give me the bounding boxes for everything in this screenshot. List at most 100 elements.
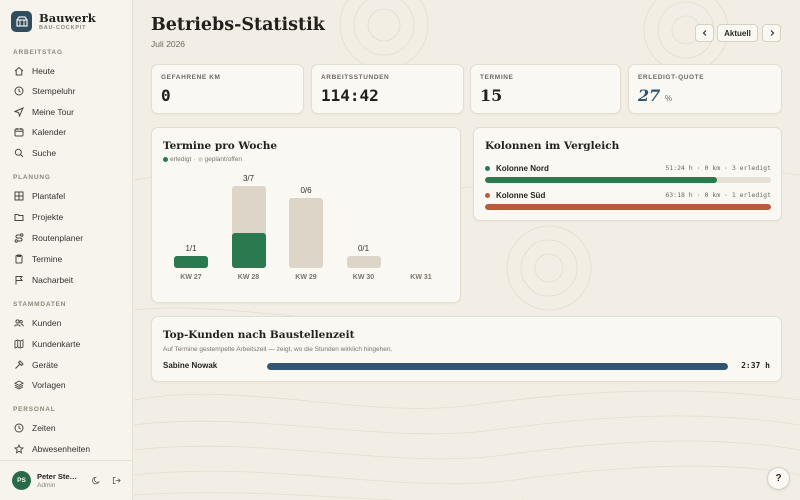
kolonne-name: Kolonne Süd — [496, 190, 546, 200]
sidebar-item-termine[interactable]: Termine — [8, 249, 126, 268]
sidebar-item-zeiten[interactable]: Zeiten — [8, 418, 126, 437]
bar-category-label: KW 28 — [237, 274, 260, 281]
sidebar-item-label: Vorlagen — [32, 379, 66, 390]
kunde-value: 2:37 h — [741, 361, 770, 370]
sidebar-item-vorlagen[interactable]: Vorlagen — [8, 375, 126, 394]
kpi-label: ERLEDIGT-QUOTE — [638, 74, 705, 81]
sidebar-item-heute[interactable]: Heute — [8, 61, 126, 80]
bar-done — [231, 232, 266, 268]
sidebar-item-label: Plantafel — [32, 190, 66, 201]
kpi-card-km: GEFAHRENE KM 0 — [151, 64, 304, 114]
user-panel: PS Peter Ste… Admin — [0, 460, 133, 500]
kpi-value: 0 — [161, 86, 171, 105]
clock-icon — [14, 86, 24, 95]
kolonnen-card: Kolonnen im Vergleich Kolonne Nord 51:24… — [473, 127, 782, 221]
search-icon — [14, 148, 24, 157]
help-button[interactable]: ? — [767, 467, 790, 490]
section-label-stammdaten: STAMMDATEN — [13, 301, 67, 308]
termine-chart-card: Termine pro Woche erledigt · geplant/off… — [151, 127, 461, 303]
bar-done — [174, 256, 208, 268]
sidebar-item-label: Kunden — [32, 317, 62, 328]
legend-label-done: erledigt — [170, 156, 192, 163]
sidebar-item-kundenkarte[interactable]: Kundenkarte — [8, 334, 126, 353]
current-month-button[interactable]: Aktuell — [717, 24, 758, 42]
kunde-progress-fill — [267, 363, 728, 370]
flag-icon — [15, 275, 23, 284]
chart-title: Termine pro Woche — [163, 140, 278, 152]
clock-icon — [14, 423, 24, 432]
logout-button[interactable] — [109, 474, 123, 488]
kolonne-progress-fill — [485, 177, 717, 183]
bar-category-label: KW 29 — [295, 274, 317, 281]
sidebar-item-suche[interactable]: Suche — [8, 143, 126, 162]
kolonnen-title: Kolonnen im Vergleich — [485, 140, 620, 152]
page-subtitle: Juli 2026 — [151, 39, 186, 49]
sidebar-item-label: Kundenkarte — [32, 338, 81, 349]
bar-category-label: KW 31 — [410, 274, 432, 281]
kolonne-progress-track — [485, 204, 771, 210]
theme-toggle-button[interactable] — [89, 474, 103, 488]
kpi-unit: % — [665, 94, 673, 103]
sidebar-item-abwesenheiten[interactable]: Abwesenheiten — [8, 439, 126, 458]
bar-value-label: 0/6 — [300, 185, 312, 195]
brand[interactable]: Bauwerk BAU-COCKPIT — [0, 0, 132, 32]
kolonne-progress-track — [485, 177, 771, 183]
kpi-card-hours: ARBEITSSTUNDEN 114:42 — [311, 64, 464, 114]
sidebar-item-label: Kalender — [32, 126, 67, 137]
sidebar-item-plantafel[interactable]: Plantafel — [8, 186, 126, 205]
sidebar-item-label: Zeiten — [32, 422, 56, 433]
legend-label-planned: geplant/offen — [204, 156, 242, 163]
calendar-icon — [14, 127, 24, 136]
user-role: Admin — [37, 482, 56, 489]
legend-dot-done — [163, 157, 168, 162]
sidebar-item-kunden[interactable]: Kunden — [8, 313, 126, 332]
page-title: Betriebs-Statistik — [151, 15, 325, 35]
kpi-card-termine: TERMINE 15 — [470, 64, 621, 114]
kpi-value: 114:42 — [321, 86, 379, 105]
top-kunden-subtitle: Auf Termine gestempelte Arbeitszeit — ze… — [163, 346, 393, 353]
sidebar-item-stempeluhr[interactable]: Stempeluhr — [8, 81, 126, 100]
kunde-progress-track — [267, 363, 728, 370]
map-icon — [14, 338, 24, 349]
legend-dot-planned — [197, 157, 203, 162]
users-icon — [14, 318, 24, 327]
sidebar-item-label: Heute — [32, 65, 55, 76]
brand-logo-icon — [11, 10, 32, 32]
sidebar-item-label: Stempeluhr — [32, 85, 76, 96]
kpi-value: 15 — [480, 86, 503, 105]
logout-icon — [112, 476, 121, 485]
kolonne-meta: 63:18 h · 0 km · 1 erledigt — [665, 191, 771, 199]
route-icon — [14, 232, 24, 243]
sidebar-item-label: Routenplaner — [32, 232, 84, 243]
sidebar-item-projekte[interactable]: Projekte — [8, 207, 126, 226]
moon-icon — [91, 476, 100, 485]
chart-legend: erledigt · geplant/offen — [163, 156, 242, 163]
bar-value-label: 0/1 — [357, 244, 370, 253]
avatar[interactable]: PS — [12, 471, 31, 490]
kpi-label: GEFAHRENE KM — [161, 74, 221, 81]
previous-month-button[interactable] — [695, 24, 714, 42]
section-label-planung: PLANUNG — [13, 174, 51, 181]
bar-total — [289, 197, 323, 268]
kpi-label: ARBEITSSTUNDEN — [321, 74, 390, 81]
kolonne-row: Kolonne Nord 51:24 h · 0 km · 3 erledigt — [485, 162, 771, 183]
folder-icon — [14, 213, 24, 221]
next-month-button[interactable] — [762, 24, 781, 42]
kolonne-row: Kolonne Süd 63:18 h · 0 km · 1 erledigt — [485, 189, 771, 210]
chevron-left-icon — [702, 30, 706, 36]
bar-category-label: KW 27 — [180, 274, 202, 281]
sidebar-item-routenplaner[interactable]: Routenplaner — [8, 228, 126, 247]
sidebar-item-geraete[interactable]: Geräte — [8, 355, 126, 374]
top-kunden-card: Top-Kunden nach Baustellenzeit Auf Termi… — [151, 316, 782, 382]
kpi-label: TERMINE — [480, 74, 514, 81]
layers-icon — [14, 379, 24, 390]
sidebar-item-kalender[interactable]: Kalender — [8, 122, 126, 141]
top-kunden-title: Top-Kunden nach Baustellenzeit — [163, 329, 355, 341]
sidebar-item-meine-tour[interactable]: Meine Tour — [8, 102, 126, 121]
sidebar-item-label: Termine — [32, 253, 63, 264]
kpi-value: 27 — [638, 86, 661, 105]
sidebar-item-nacharbeit[interactable]: Nacharbeit — [8, 270, 126, 289]
home-icon — [14, 66, 24, 75]
user-name: Peter Ste… — [37, 472, 78, 481]
grid-icon — [14, 191, 24, 200]
